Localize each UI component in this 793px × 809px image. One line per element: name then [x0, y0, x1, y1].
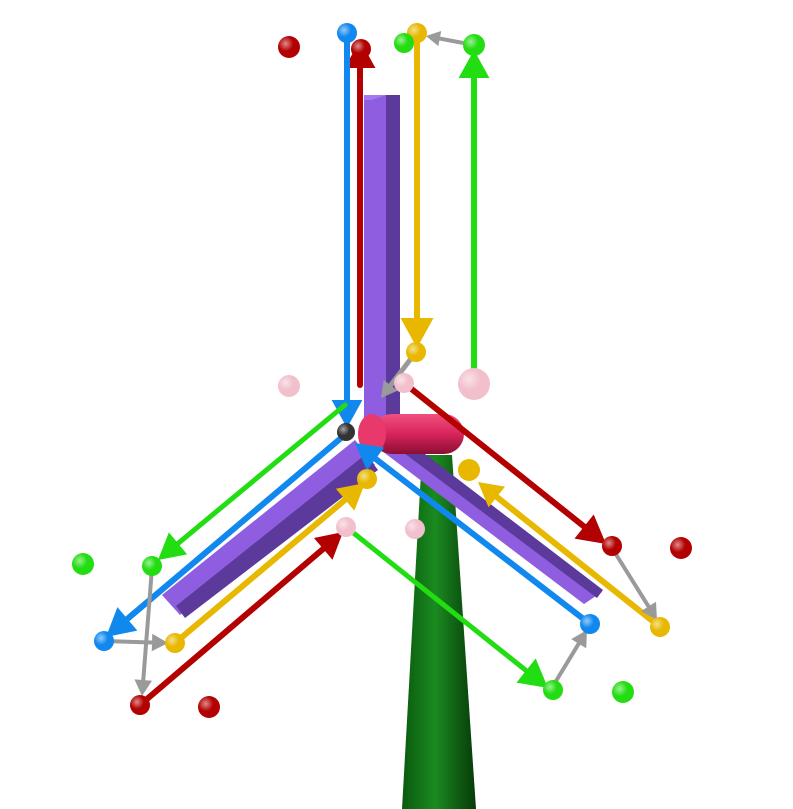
blue-point: [94, 631, 114, 651]
pink-point: [278, 375, 300, 397]
yellow-hub-node: [458, 459, 480, 481]
green-point: [543, 680, 563, 700]
red-point: [278, 36, 300, 58]
green-point: [394, 33, 414, 53]
blue-point: [337, 23, 357, 43]
pink-point: [405, 519, 425, 539]
pink-point: [394, 373, 414, 393]
yellow-point: [357, 469, 377, 489]
red-point: [670, 537, 692, 559]
center-node: [337, 423, 355, 441]
green-point: [612, 681, 634, 703]
yellow-point: [165, 633, 185, 653]
blue-point: [580, 614, 600, 634]
arrow-green-up: [459, 50, 490, 370]
arrow-gray-lr-up: [553, 630, 587, 686]
yellow-point: [406, 342, 426, 362]
pink-point: [458, 368, 490, 400]
arrow-yellow-down: [401, 33, 434, 348]
arrow-gray-ll-down: [134, 568, 152, 696]
yellow-point: [650, 617, 670, 637]
green-point: [142, 556, 162, 576]
pink-point: [336, 517, 356, 537]
arrow-blue-lowerleft: [106, 433, 347, 637]
blade-top: [364, 95, 400, 425]
green-point: [72, 553, 94, 575]
red-point: [130, 695, 150, 715]
green-point: [463, 34, 485, 56]
red-point: [198, 696, 220, 718]
red-point: [351, 39, 371, 59]
red-point: [602, 536, 622, 556]
